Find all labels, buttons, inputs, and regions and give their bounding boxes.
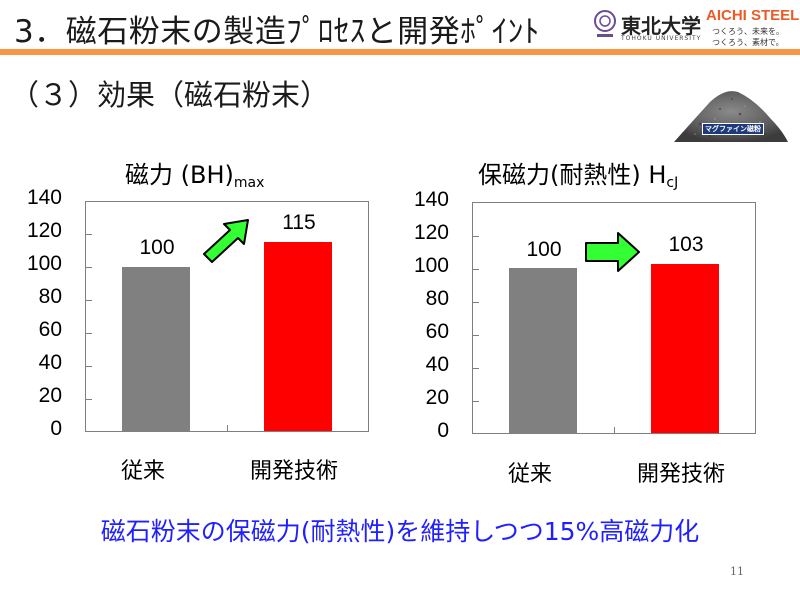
- chart2-bar-conventional: [509, 268, 577, 433]
- chart1-title-main: 磁力 (BH): [125, 161, 234, 189]
- arrow-up-right-icon: [203, 219, 249, 263]
- chart2-ytick: 0: [437, 419, 449, 442]
- chart1-plot-area: [85, 201, 369, 432]
- aichi-slogan-line2: つくろう、素材で。: [712, 38, 784, 47]
- slide-title: 3．磁石粉末の製造ﾌﾟﾛｾｽと開発ﾎﾟｲﾝﾄ: [14, 14, 540, 50]
- chart2-tick: [473, 302, 479, 303]
- chart1-ytick: 80: [38, 285, 62, 308]
- chart2-value-conventional: 100: [526, 238, 562, 261]
- chart2-tick: [473, 269, 479, 270]
- chart2-category-conventional: 従来: [507, 462, 552, 487]
- chart2-title-main: 保磁力(耐熱性) H: [478, 161, 667, 189]
- chart1-ytick: 60: [38, 318, 62, 341]
- chart1-bar-developed: [264, 242, 332, 431]
- powder-label: マグファイン磁粉: [702, 123, 764, 135]
- section-subtitle: （３）効果（磁石粉末）: [10, 78, 330, 112]
- conclusion-text: 磁石粉末の保磁力(耐熱性)を維持しつつ15%高磁力化: [100, 517, 700, 546]
- chart2-tick: [473, 368, 479, 369]
- chart2-ytick: 100: [413, 254, 449, 277]
- chart2-tick: [473, 335, 479, 336]
- chart2-ytick: 60: [425, 320, 449, 343]
- tohoku-logo-text: 東北大学: [621, 14, 701, 38]
- chart1-title: 磁力 (BH)max: [125, 155, 264, 191]
- chart1-title-sub: max: [233, 175, 265, 191]
- aichi-slogan-line1: つくろう、未来を。: [712, 27, 784, 36]
- chart1-ytick: 20: [38, 384, 62, 407]
- chart2-title: 保磁力(耐熱性) HcJ: [478, 155, 678, 191]
- chart1-ytick: 100: [26, 252, 62, 275]
- chart1-tick: [86, 366, 92, 367]
- chart1-tick: [86, 300, 92, 301]
- chart2-tick: [473, 236, 479, 237]
- tohoku-emblem-icon: [594, 10, 616, 37]
- chart2-x-tick: [614, 427, 615, 433]
- chart2-category-developed: 開発技術: [636, 462, 725, 487]
- chart1-value-conventional: 100: [139, 236, 175, 259]
- chart2-title-sub: cJ: [666, 175, 679, 191]
- chart1-x-tick: [227, 425, 228, 431]
- chart1-category-developed: 開発技術: [249, 459, 338, 484]
- chart1-value-developed: 115: [282, 211, 316, 234]
- aichi-steel-logo: AICHI STEEL: [706, 7, 800, 24]
- chart2-ytick: 120: [413, 221, 449, 244]
- tohoku-logo-english: TOHOKU UNIVERSITY: [621, 35, 702, 42]
- chart1-ytick: 120: [26, 219, 62, 242]
- chart2-ytick: 140: [413, 188, 449, 211]
- chart1-bar-conventional: [122, 267, 190, 431]
- chart1-ytick: 0: [50, 417, 62, 440]
- chart2-tick: [473, 401, 479, 402]
- chart2-ytick: 40: [425, 353, 449, 376]
- chart1-tick: [86, 234, 92, 235]
- title-underline-bar: [0, 49, 800, 55]
- chart1-category-conventional: 従来: [120, 459, 165, 484]
- chart2-bar-developed: [651, 264, 719, 433]
- chart2-value-developed: 103: [668, 233, 704, 256]
- page-number: 11: [730, 565, 744, 578]
- chart1-tick: [86, 399, 92, 400]
- chart2-ytick: 80: [425, 287, 449, 310]
- chart2-ytick: 20: [425, 386, 449, 409]
- chart1-tick: [86, 267, 92, 268]
- arrow-right-icon: [585, 232, 640, 272]
- chart1-tick: [86, 333, 92, 334]
- magnet-powder-photo: [674, 91, 788, 142]
- chart1-ytick: 140: [26, 186, 62, 209]
- chart1-ytick: 40: [38, 351, 62, 374]
- chart2-plot-area: [472, 202, 756, 434]
